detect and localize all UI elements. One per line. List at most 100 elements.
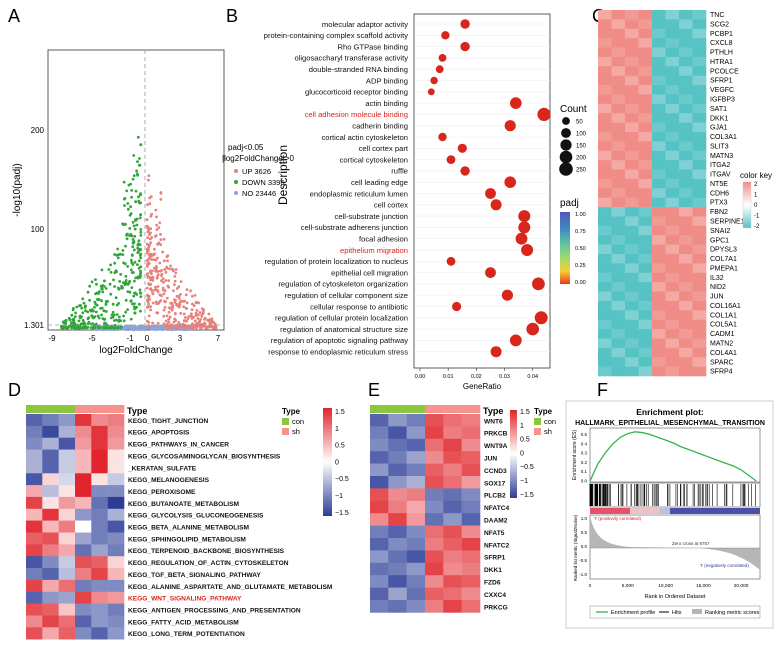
volcano-point-down (77, 326, 81, 330)
heatmap-row-label: WNT6 (484, 418, 503, 425)
heatmap-cell (42, 485, 59, 498)
heatmap-cell (91, 461, 108, 474)
volcano-point-up (201, 310, 205, 314)
volcano-point-up (174, 326, 178, 330)
volcano-point-up (145, 264, 149, 268)
heatmap-c-cell (611, 300, 626, 311)
dotplot-padj-legend: 1.00 0.75 0.50 0.25 0.00 (575, 212, 586, 286)
heatmap-cell (370, 575, 389, 588)
heatmap-c-cell (692, 329, 707, 339)
dotplot-term-label: regulation of cellular component size (285, 291, 408, 300)
heatmap-cell (107, 496, 125, 510)
heatmap-row-label: KEGG_BUTANOATE_METABOLISM (128, 501, 240, 508)
volcano-point-up (191, 322, 194, 326)
heatmap-type-cell (425, 405, 444, 413)
heatmap-cell (443, 451, 462, 464)
heatmap-cell (75, 579, 92, 593)
heatmap-c-cell (652, 47, 666, 58)
volcano-point-no (143, 328, 147, 332)
volcano-legend-title-2: |log2FoldChange|>0 (222, 154, 295, 163)
heatmap-cell (91, 627, 108, 640)
heatmap-cell (26, 437, 43, 450)
volcano-point-down (74, 311, 77, 315)
heatmap-cell (42, 544, 59, 557)
heatmap-c-cell (652, 310, 666, 320)
heatmap-c-cells (598, 10, 707, 377)
heatmap-c-cell (679, 141, 693, 152)
heatmap-c-gene-label: SPARC (710, 359, 734, 366)
volcano-point-down (122, 319, 126, 323)
heatmap-row-label: NFAT5 (484, 530, 505, 537)
heatmap-c-gene-label: IL32 (710, 275, 724, 282)
heatmap-c-gene-label: PTX3 (710, 200, 728, 207)
heatmap-c-cell (638, 357, 653, 367)
heatmap-cell (42, 437, 59, 450)
heatmap-c-cell (638, 47, 653, 58)
volcano-point-down (111, 326, 115, 330)
heatmap-c-cell (611, 197, 626, 208)
volcano-point-down (94, 292, 97, 296)
dotplot-dot (485, 188, 496, 199)
heatmap-cell (75, 568, 92, 581)
heatmap-c-cell (679, 132, 693, 142)
heatmap-c-cell (625, 329, 639, 339)
volcano-point-down (64, 325, 68, 329)
heatmap-c-cell (611, 122, 626, 133)
heatmap-c-gene-label: SNAI2 (710, 228, 730, 235)
gsea-title: Enrichment plot: (636, 407, 704, 417)
heatmap-c-cell (625, 150, 639, 161)
heatmap-c-cell (598, 160, 612, 170)
heatmap-row-label: KEGG_PATHWAYS_IN_CANCER (128, 442, 229, 449)
volcano-point-down (138, 302, 141, 306)
heatmap-c-gene-label: ITGAV (710, 172, 731, 179)
heatmap-e-legend-con-swatch (534, 418, 541, 425)
heatmap-c-cell (679, 263, 693, 274)
heatmap-cell (107, 473, 125, 486)
dotplot-term-label: cadherin binding (352, 122, 408, 131)
heatmap-c-cell (625, 75, 639, 86)
volcano-point-down (132, 174, 136, 178)
volcano-point-down (129, 258, 133, 262)
volcano-point-up (174, 268, 178, 271)
volcano-point-down (94, 278, 97, 281)
volcano-point-down (112, 313, 116, 317)
heatmap-c-cell (679, 94, 693, 105)
heatmap-c-cell (611, 282, 626, 292)
volcano-point-down (114, 296, 118, 300)
volcano-point-up (191, 302, 194, 306)
heatmap-type-cell (461, 405, 481, 413)
heatmap-c-cell (638, 216, 653, 227)
volcano-point-up (154, 300, 158, 304)
volcano-point-down (104, 310, 108, 313)
heatmap-c-cell (638, 19, 653, 30)
heatmap-c-cell (679, 329, 693, 339)
heatmap-e-type-label: Type (483, 406, 503, 416)
volcano-point-up (172, 269, 175, 273)
volcano-point-down (123, 283, 127, 286)
heatmap-c-cell (652, 160, 666, 170)
volcano-point-up (158, 261, 162, 265)
volcano-point-up (209, 321, 213, 325)
heatmap-cell (388, 414, 407, 427)
heatmap-c-cell (638, 272, 653, 283)
heatmap-c-cell (692, 113, 707, 123)
heatmap-c-cell (598, 169, 612, 180)
volcano-point-down (75, 305, 79, 309)
heatmap-c-cell (692, 338, 707, 349)
heatmap-c-cell (638, 160, 653, 170)
heatmap-c-cell (692, 141, 707, 152)
volcano-point-down (132, 154, 136, 157)
heatmap-c-cell (625, 291, 639, 302)
heatmap-row-label: KEGG_GLYCOLYSIS_GLUCONEOGENESIS (128, 513, 264, 520)
heatmap-c-cell (692, 94, 707, 105)
heatmap-c-cell (692, 56, 707, 67)
heatmap-c-cell (611, 113, 626, 123)
volcano-point-down (119, 273, 123, 276)
volcano-point-down (115, 313, 119, 316)
heatmap-c-cell (625, 357, 639, 367)
dotplot-term-label: cortical cytoskeleton (340, 155, 408, 164)
volcano-point-down (113, 319, 116, 322)
volcano-point-down (133, 227, 137, 231)
heatmap-c-cell (652, 122, 666, 133)
